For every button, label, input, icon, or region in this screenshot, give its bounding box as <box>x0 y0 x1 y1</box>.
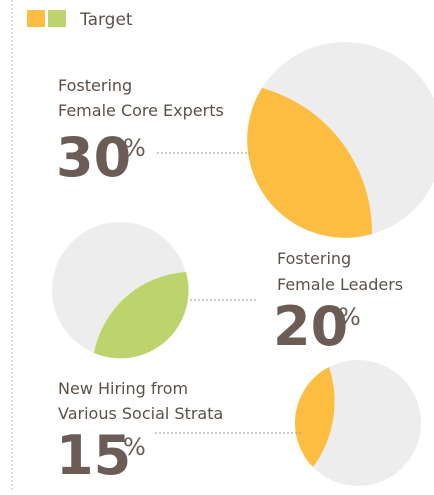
item-unit: % <box>123 134 146 162</box>
lens <box>247 88 373 238</box>
item-label: Various Social Strata <box>58 404 223 423</box>
item-unit: % <box>123 433 146 461</box>
legend-swatch-green <box>48 10 66 27</box>
legend-swatch-orange <box>27 10 45 27</box>
lens <box>94 272 189 359</box>
legend-label: Target <box>79 10 133 30</box>
item-value: 15 <box>56 424 131 487</box>
item-value: 20 <box>273 295 348 358</box>
item-value: 30 <box>56 126 131 189</box>
lens <box>295 367 335 467</box>
item-unit: % <box>338 303 361 331</box>
item-label: New Hiring from <box>58 379 188 398</box>
item-label: Fostering <box>58 76 132 95</box>
item-label: Fostering <box>277 249 351 268</box>
item-label: Female Leaders <box>277 275 403 294</box>
item-label: Female Core Experts <box>58 101 224 120</box>
